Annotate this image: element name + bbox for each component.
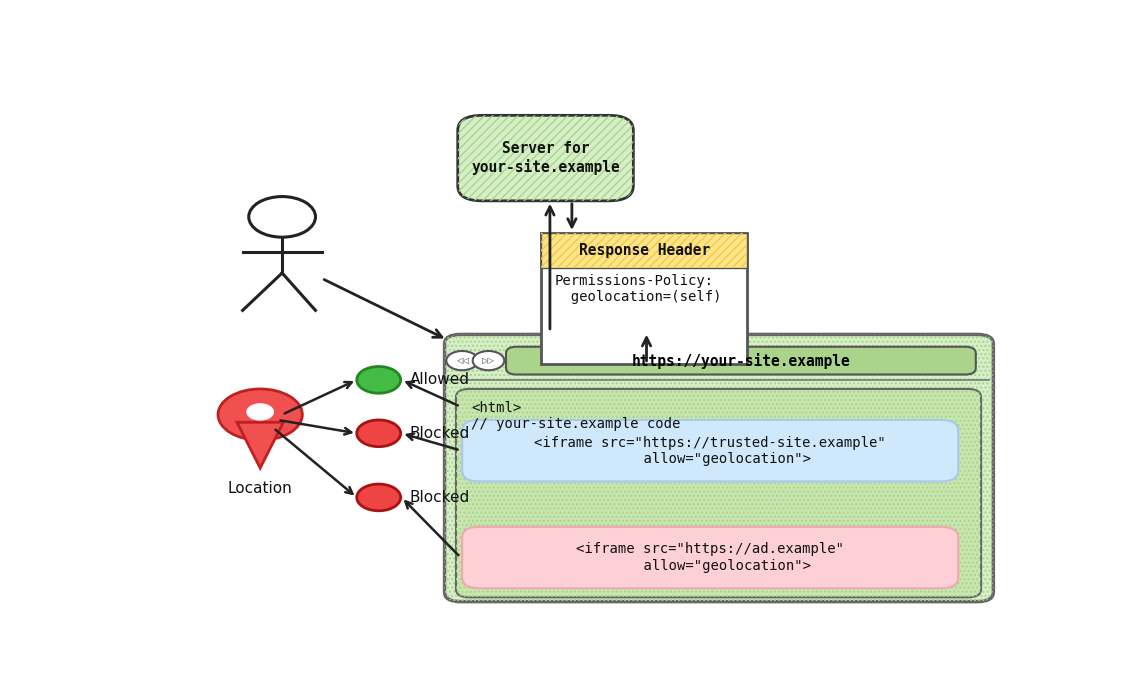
Polygon shape xyxy=(237,422,283,468)
Text: Blocked: Blocked xyxy=(409,426,470,441)
Text: Location: Location xyxy=(228,482,292,496)
Circle shape xyxy=(357,420,401,447)
Text: Permissions-Policy:
  geolocation=(self): Permissions-Policy: geolocation=(self) xyxy=(554,273,722,304)
Bar xyxy=(542,233,748,269)
FancyBboxPatch shape xyxy=(444,335,994,602)
Text: ▷▷: ▷▷ xyxy=(482,356,495,365)
FancyBboxPatch shape xyxy=(458,115,633,201)
Circle shape xyxy=(472,351,504,370)
Bar xyxy=(542,233,748,269)
FancyBboxPatch shape xyxy=(506,347,976,375)
Text: Response Header: Response Header xyxy=(579,243,710,258)
Circle shape xyxy=(357,366,401,393)
Text: Server for
your-site.example: Server for your-site.example xyxy=(471,142,620,175)
Text: Blocked: Blocked xyxy=(409,490,470,505)
Text: Allowed: Allowed xyxy=(409,373,469,387)
FancyBboxPatch shape xyxy=(455,389,981,598)
Text: <iframe src="https://trusted-site.example"
    allow="geolocation">: <iframe src="https://trusted-site.exampl… xyxy=(535,436,886,466)
FancyBboxPatch shape xyxy=(462,420,959,482)
Text: <html>
// your-site.example code: <html> // your-site.example code xyxy=(471,401,680,432)
Circle shape xyxy=(446,351,478,370)
Circle shape xyxy=(357,484,401,511)
FancyBboxPatch shape xyxy=(462,527,959,589)
Circle shape xyxy=(247,404,273,420)
Text: <iframe src="https://ad.example"
    allow="geolocation">: <iframe src="https://ad.example" allow="… xyxy=(577,543,844,573)
Circle shape xyxy=(218,389,303,440)
Text: https://your-site.example: https://your-site.example xyxy=(631,353,850,369)
Bar xyxy=(542,233,748,364)
Text: ◁◁: ◁◁ xyxy=(455,356,469,365)
